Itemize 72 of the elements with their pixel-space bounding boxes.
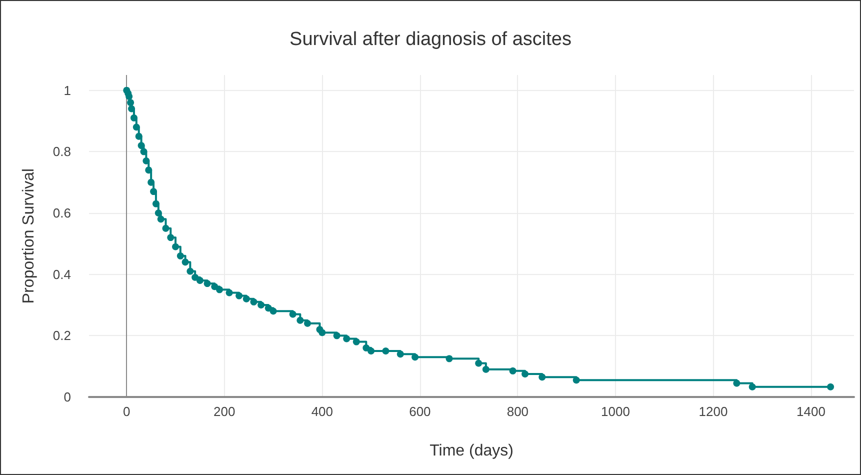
point bbox=[412, 354, 419, 361]
point bbox=[128, 105, 136, 112]
point bbox=[142, 157, 150, 164]
point bbox=[264, 304, 272, 312]
point bbox=[130, 114, 138, 122]
point bbox=[145, 166, 152, 174]
point bbox=[343, 335, 350, 342]
y-axis-title: Proportion Survival bbox=[20, 168, 38, 304]
point bbox=[572, 376, 580, 384]
point bbox=[258, 302, 265, 308]
x-tick-label: 600 bbox=[409, 404, 431, 419]
x-tick-label: 200 bbox=[214, 404, 236, 419]
point bbox=[226, 289, 233, 296]
point bbox=[204, 280, 211, 288]
point bbox=[192, 274, 199, 281]
y-tick-label: 1 bbox=[64, 82, 71, 98]
point bbox=[475, 360, 482, 367]
y-tick-label: 0.8 bbox=[52, 144, 71, 160]
point bbox=[211, 283, 218, 290]
point bbox=[270, 308, 277, 315]
point bbox=[289, 310, 296, 318]
point bbox=[132, 124, 140, 131]
point bbox=[150, 188, 158, 196]
point bbox=[152, 200, 160, 208]
point bbox=[127, 99, 134, 106]
x-tick-label: 800 bbox=[506, 404, 529, 419]
point bbox=[157, 216, 164, 223]
point bbox=[509, 367, 516, 374]
y-tick-label: 0.4 bbox=[52, 266, 71, 282]
point bbox=[482, 366, 490, 373]
point bbox=[362, 344, 370, 352]
point bbox=[368, 348, 375, 354]
point bbox=[167, 234, 174, 242]
point bbox=[242, 295, 250, 302]
x-tick-label: 1400 bbox=[796, 404, 826, 419]
point bbox=[538, 374, 546, 381]
x-tick-label: 400 bbox=[311, 404, 334, 419]
point bbox=[333, 332, 340, 340]
point bbox=[318, 329, 326, 336]
point bbox=[186, 268, 194, 275]
point bbox=[172, 243, 180, 250]
point bbox=[304, 320, 311, 327]
point bbox=[396, 350, 404, 358]
x-tick-label: 1000 bbox=[600, 404, 630, 419]
x-axis-title: Time (days) bbox=[430, 442, 514, 460]
point bbox=[196, 276, 204, 284]
point bbox=[352, 338, 360, 346]
point bbox=[382, 348, 390, 354]
point bbox=[162, 224, 170, 232]
point bbox=[748, 383, 756, 390]
point bbox=[250, 298, 258, 306]
y-tick-label: 0.2 bbox=[52, 328, 71, 344]
point bbox=[126, 92, 133, 100]
point bbox=[296, 316, 304, 324]
point bbox=[176, 252, 184, 260]
point bbox=[522, 370, 529, 378]
y-tick-label: 0 bbox=[64, 390, 71, 404]
point bbox=[236, 292, 243, 300]
point bbox=[733, 380, 740, 387]
point bbox=[154, 210, 162, 216]
x-tick-label: 1200 bbox=[698, 404, 728, 419]
point bbox=[827, 383, 834, 390]
x-tick-label: 0 bbox=[123, 404, 130, 419]
point bbox=[140, 148, 148, 156]
point bbox=[182, 258, 189, 266]
chart-title: Survival after diagnosis of ascites bbox=[290, 29, 572, 50]
point bbox=[138, 142, 145, 150]
y-tick-label: 0.6 bbox=[52, 206, 71, 220]
point bbox=[135, 132, 142, 140]
point bbox=[148, 178, 155, 186]
point bbox=[446, 355, 453, 362]
point bbox=[216, 286, 224, 294]
